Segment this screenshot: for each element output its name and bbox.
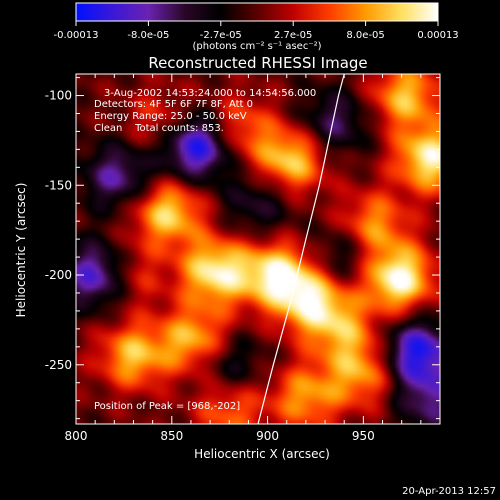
y-tick-label: -100 [45,89,72,103]
y-tick-label: -150 [45,178,72,192]
annotation-detectors: Detectors: 4F 5F 6F 7F 8F, Att 0 [94,99,253,110]
colorbar-unit-label: (photons cm⁻² s⁻¹ asec⁻²) [192,41,321,52]
solar-limb-curve [257,74,345,424]
colorbar-tick-label: -8.0e-05 [127,30,169,41]
annotation-energy: Energy Range: 25.0 - 50.0 keV [94,111,247,122]
colorbar-ticks: -0.00013 -8.0e-05 -2.7e-05 2.7e-05 8.0e-05 0.… [54,21,459,41]
axis-ticks: 800 850 900 950 -100 -150 -200 -250 [45,74,441,443]
chart-title: Reconstructed RHESSI Image [148,54,367,72]
y-tick-label: -250 [45,358,72,372]
footer-timestamp: 20-Apr-2013 12:57 [402,486,496,497]
y-axis-label: Heliocentric Y (arcsec) [14,183,28,318]
colorbar [75,2,439,22]
colorbar-tick-label: -0.00013 [54,30,99,41]
colorbar-tick-label: 8.0e-05 [346,30,384,41]
colorbar-tick-label: 2.7e-05 [274,30,312,41]
y-tick-label: -200 [45,268,72,282]
annotation-time: 3-Aug-2002 14:53:24.000 to 14:54:56.000 [104,88,316,99]
x-tick-label: 850 [160,429,183,443]
annotation-peak: Position of Peak = [968,-202] [94,401,240,412]
x-tick-label: 800 [65,429,88,443]
annotation-clean: Clean Total counts: 853. [94,123,224,134]
x-axis-label: Heliocentric X (arcsec) [194,447,330,461]
colorbar-tick-label: 0.00013 [417,30,458,41]
colorbar-tick-label: -2.7e-05 [200,30,242,41]
x-tick-label: 950 [352,429,375,443]
heatmap-image [76,74,440,424]
plot-frame [75,73,441,425]
x-tick-label: 900 [256,429,279,443]
